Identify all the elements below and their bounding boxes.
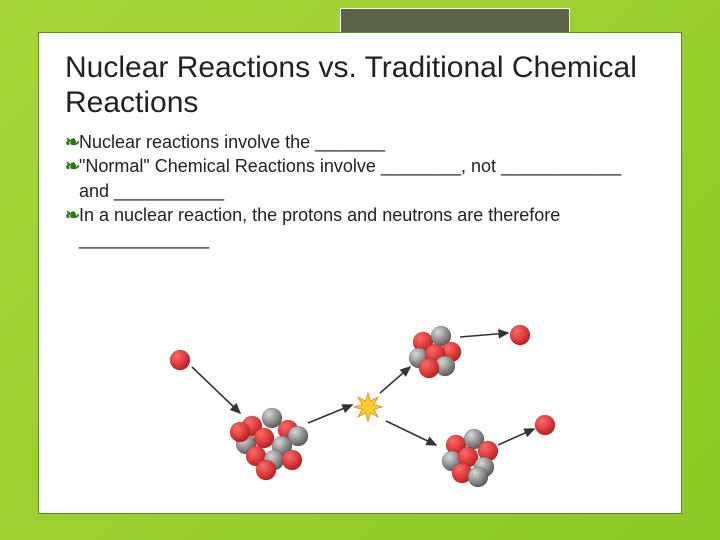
bullet-item: ❧In a nuclear reaction, the protons and …	[79, 203, 655, 252]
parent-nucleus	[230, 408, 308, 480]
slide-title: Nuclear Reactions vs. Traditional Chemic…	[65, 51, 655, 120]
fragment-top	[409, 326, 461, 378]
bullet-text: "Normal" Chemical Reactions involve ____…	[79, 156, 621, 200]
emitted-neutron-2	[535, 415, 555, 435]
bullet-icon: ❧	[65, 203, 79, 227]
incoming-neutron	[170, 350, 190, 370]
emitted-neutron-1	[510, 325, 530, 345]
bullet-text: In a nuclear reaction, the protons and n…	[79, 205, 560, 249]
fragment-bottom	[442, 429, 498, 487]
bullet-list: ❧Nuclear reactions involve the _______ ❧…	[65, 130, 655, 251]
bullet-item: ❧Nuclear reactions involve the _______	[79, 130, 655, 154]
bullet-text: Nuclear reactions involve the _______	[79, 132, 385, 152]
bullet-icon: ❧	[65, 130, 79, 154]
slide-content: Nuclear Reactions vs. Traditional Chemic…	[38, 32, 682, 514]
bullet-item: ❧"Normal" Chemical Reactions involve ___…	[79, 154, 655, 203]
bullet-icon: ❧	[65, 154, 79, 178]
fission-diagram	[140, 295, 580, 505]
